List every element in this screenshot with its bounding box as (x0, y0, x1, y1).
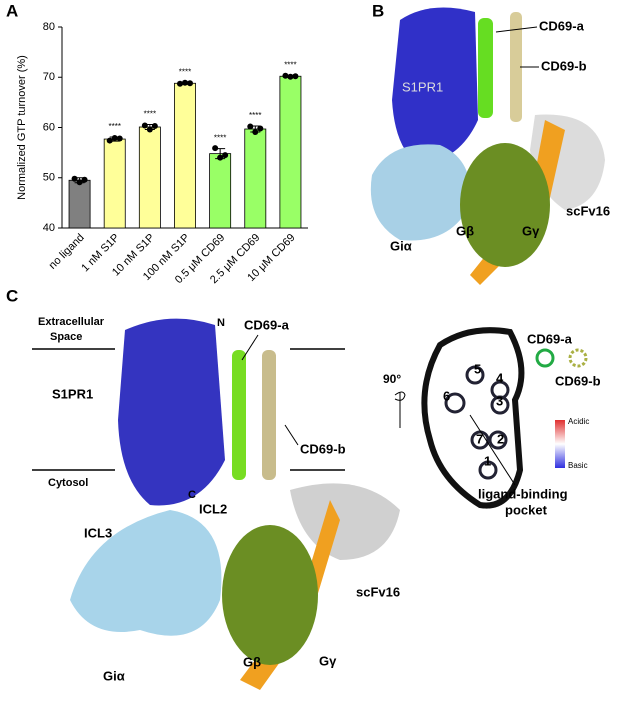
label: scFv16 (356, 584, 400, 599)
label: Basic (568, 461, 588, 470)
label: CD69-b (541, 58, 587, 73)
label: Extracellular (38, 316, 105, 328)
bar (138, 126, 161, 229)
label: 7 (476, 431, 483, 446)
label: ligand-binding (478, 486, 568, 501)
significance: **** (284, 60, 296, 69)
data-point (287, 73, 294, 80)
label: pocket (505, 502, 548, 517)
label: CD69-b (555, 373, 601, 388)
y-axis-label: Normalized GTP turnover (%) (16, 55, 28, 200)
label: CD69-b (300, 441, 346, 456)
label: Gγ (319, 653, 337, 668)
label: S1PR1 (402, 79, 443, 94)
panel-label: C (6, 286, 18, 305)
label: Giα (390, 238, 412, 253)
data-point (111, 135, 118, 142)
label: Gβ (456, 223, 474, 238)
data-point (151, 122, 158, 129)
data-point (222, 152, 229, 159)
label: Gβ (243, 654, 261, 669)
y-tick-label: 40 (43, 222, 55, 234)
significance: **** (214, 134, 226, 143)
arrow (241, 334, 299, 446)
panel-label: A (6, 1, 18, 20)
label: CD69-a (527, 331, 573, 346)
bar (68, 179, 91, 229)
label: Giα (103, 668, 125, 683)
data-point (116, 135, 123, 142)
label: 5 (474, 361, 481, 376)
data-point (292, 73, 299, 80)
label: 1 (484, 453, 491, 468)
label: 4 (496, 370, 504, 385)
data-point (257, 125, 264, 132)
cross-section (394, 327, 588, 509)
data-point (106, 137, 113, 144)
label: Gγ (522, 223, 540, 238)
arrow (495, 26, 539, 68)
significance: **** (108, 122, 120, 131)
label: ICL3 (84, 525, 112, 540)
structure (70, 318, 400, 690)
y-tick-label: 80 (43, 21, 55, 33)
bar (244, 128, 267, 229)
membrane-line (32, 348, 345, 471)
label: scFv16 (566, 203, 610, 218)
data-point (217, 154, 224, 161)
label: 2 (497, 431, 504, 446)
y-tick-label: 60 (43, 121, 55, 133)
y-tick-label: 50 (43, 172, 55, 184)
y-tick-label: 70 (43, 71, 55, 83)
data-point (182, 79, 188, 86)
label: 90° (383, 372, 401, 386)
arrow (469, 414, 516, 486)
bar (174, 82, 196, 229)
label: 6 (443, 388, 450, 403)
label: N (217, 317, 225, 329)
label: 3 (496, 393, 503, 408)
data-point (177, 80, 183, 87)
data-point (252, 129, 259, 136)
significance: **** (179, 67, 191, 76)
data-point (146, 126, 153, 133)
data-point (187, 80, 193, 87)
label: Space (50, 331, 82, 343)
bar (209, 153, 232, 229)
data-point (141, 122, 148, 129)
bar (279, 75, 302, 229)
label: ICL2 (199, 501, 227, 516)
significance: **** (144, 110, 156, 119)
data-point (81, 176, 88, 183)
panel-label: B (372, 1, 384, 20)
significance: **** (249, 111, 261, 120)
data-point (282, 72, 289, 79)
data-point (76, 179, 83, 186)
data-point (212, 145, 219, 152)
density-map (370, 7, 605, 285)
label: CD69-a (539, 18, 585, 33)
data-point (71, 175, 78, 182)
data-point (247, 123, 254, 130)
bar (103, 138, 126, 229)
label: C (188, 489, 196, 501)
label: Acidic (568, 417, 589, 426)
label: Cytosol (48, 477, 88, 489)
label: S1PR1 (52, 386, 93, 401)
label: CD69-a (244, 317, 290, 332)
